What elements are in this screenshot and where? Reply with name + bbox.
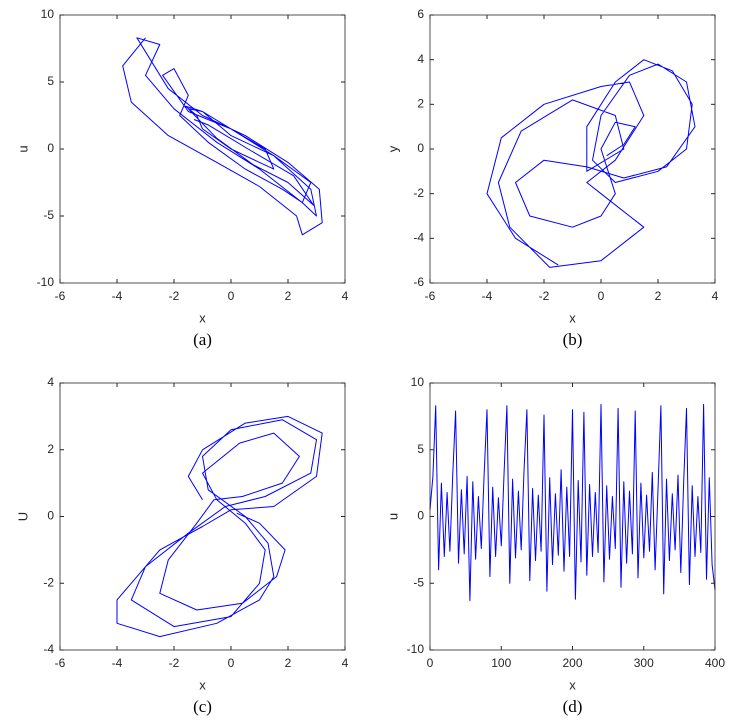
- x-tick-label: -6: [55, 289, 66, 303]
- y-tick-label: 2: [47, 442, 54, 456]
- x-tick-label: 4: [342, 656, 349, 670]
- x-tick-label: -4: [112, 289, 123, 303]
- plot-area: [430, 15, 715, 283]
- y-tick-label: -5: [413, 575, 424, 589]
- y-axis-label: u: [385, 513, 400, 520]
- x-tick-label: -6: [425, 289, 436, 303]
- x-tick-label: 0: [228, 289, 235, 303]
- x-tick-label: -6: [55, 656, 66, 670]
- trajectory: [116, 415, 323, 638]
- y-tick-label: 10: [41, 7, 55, 21]
- y-tick-label: -4: [43, 642, 54, 656]
- x-tick-label: 0: [228, 656, 235, 670]
- x-tick-label: 400: [705, 656, 725, 670]
- y-axis-label: U: [15, 512, 30, 521]
- x-tick-label: 2: [285, 289, 292, 303]
- x-tick-label: 2: [655, 289, 662, 303]
- y-tick-label: 0: [417, 141, 424, 155]
- x-tick-label: -4: [112, 656, 123, 670]
- x-axis-label: x: [199, 677, 206, 692]
- plot-area: [60, 383, 345, 650]
- panel-caption: (c): [193, 697, 212, 716]
- x-tick-label: 4: [342, 289, 349, 303]
- x-tick-label: 200: [562, 656, 582, 670]
- plot-area: [60, 15, 345, 283]
- y-axis-label: u: [15, 145, 30, 152]
- x-axis-label: x: [199, 310, 206, 325]
- trajectory: [486, 59, 696, 268]
- x-axis-label: x: [569, 677, 576, 692]
- y-tick-label: 5: [47, 74, 54, 88]
- x-tick-label: 4: [712, 289, 719, 303]
- x-tick-label: 0: [427, 656, 434, 670]
- x-tick-label: -4: [482, 289, 493, 303]
- y-tick-label: -10: [407, 642, 425, 656]
- x-tick-label: -2: [539, 289, 550, 303]
- x-tick-label: -2: [169, 289, 180, 303]
- y-tick-label: 0: [47, 509, 54, 523]
- x-tick-label: -2: [169, 656, 180, 670]
- panel-caption: (d): [563, 697, 583, 716]
- y-tick-label: -10: [37, 275, 55, 289]
- x-axis-label: x: [569, 310, 576, 325]
- x-tick-label: 300: [634, 656, 654, 670]
- y-tick-label: 4: [47, 375, 54, 389]
- y-tick-label: -6: [413, 275, 424, 289]
- y-tick-label: -5: [43, 208, 54, 222]
- x-tick-label: 100: [491, 656, 511, 670]
- y-tick-label: 4: [417, 52, 424, 66]
- y-tick-label: 6: [417, 7, 424, 21]
- y-axis-label: y: [385, 145, 400, 152]
- trajectory: [429, 403, 716, 602]
- y-tick-label: 10: [411, 375, 425, 389]
- y-tick-label: -4: [413, 231, 424, 245]
- y-tick-label: -2: [413, 186, 424, 200]
- y-tick-label: 2: [417, 97, 424, 111]
- y-tick-label: -2: [43, 575, 54, 589]
- panel-caption: (a): [193, 330, 212, 349]
- trajectory: [122, 37, 323, 236]
- x-tick-label: 2: [285, 656, 292, 670]
- y-tick-label: 0: [47, 141, 54, 155]
- y-tick-label: 0: [417, 509, 424, 523]
- y-tick-label: 5: [417, 442, 424, 456]
- x-tick-label: 0: [598, 289, 605, 303]
- panel-caption: (b): [563, 330, 583, 349]
